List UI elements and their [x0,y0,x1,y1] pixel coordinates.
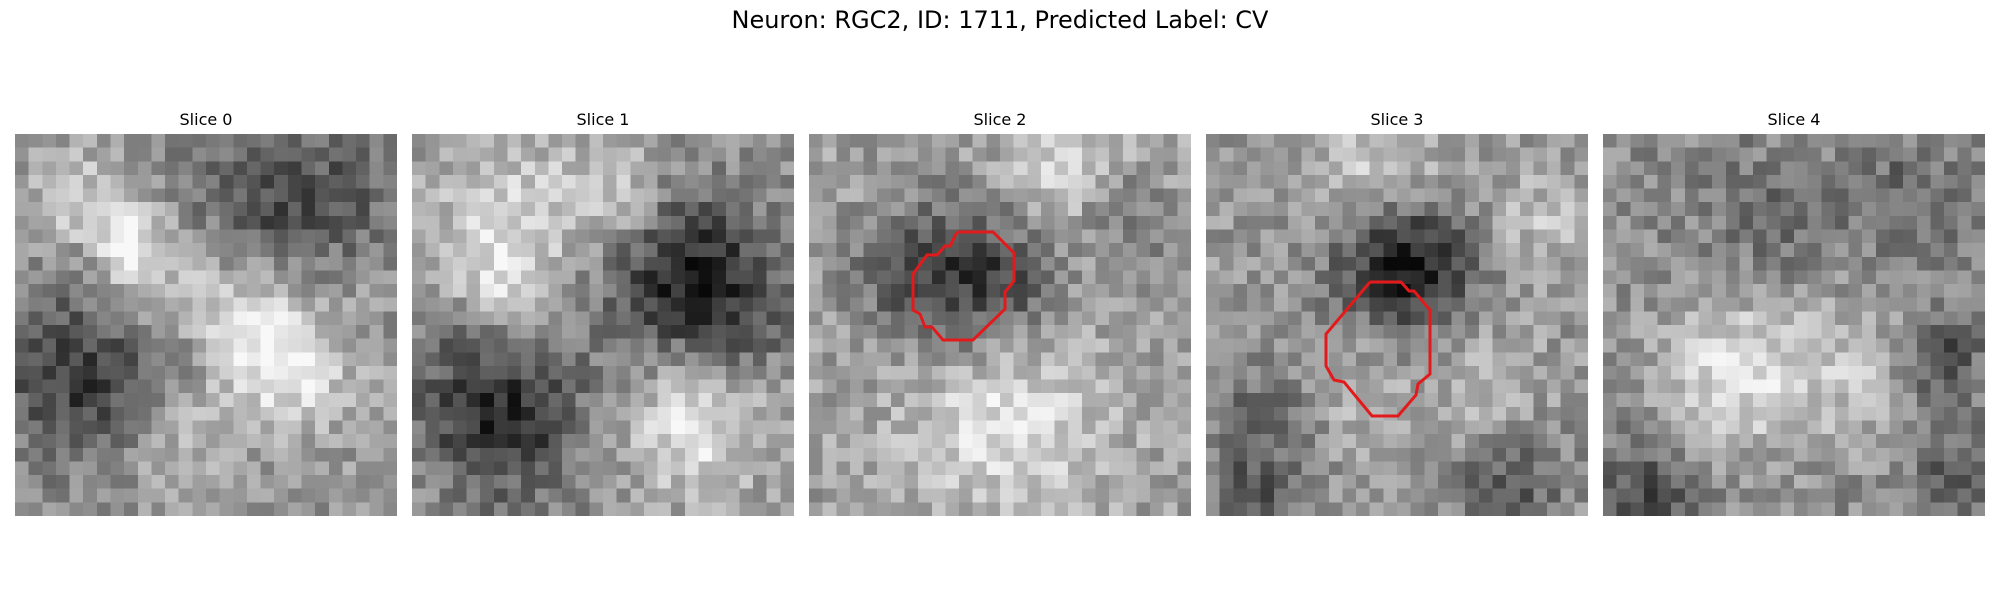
slice-1-pixels [412,134,794,516]
slice-4-title: Slice 4 [1767,110,1821,129]
slice-4-image [1603,134,1985,516]
slice-2-image [809,134,1191,516]
slice-1-title: Slice 1 [576,110,630,129]
slice-2-title: Slice 2 [973,110,1027,129]
slice-2-contour [911,230,1016,342]
slice-3-contour [1324,280,1432,418]
slice-2-pixels [809,134,1191,516]
slice-4-pixels [1603,134,1985,516]
slice-0-title: Slice 0 [179,110,233,129]
slice-0-pixels [15,134,397,516]
slice-3-title: Slice 3 [1370,110,1424,129]
figure-title: Neuron: RGC2, ID: 1711, Predicted Label:… [731,6,1269,34]
slice-3-pixels [1206,134,1588,516]
slice-0-image [15,134,397,516]
slice-1-image [412,134,794,516]
slice-3-image [1206,134,1588,516]
